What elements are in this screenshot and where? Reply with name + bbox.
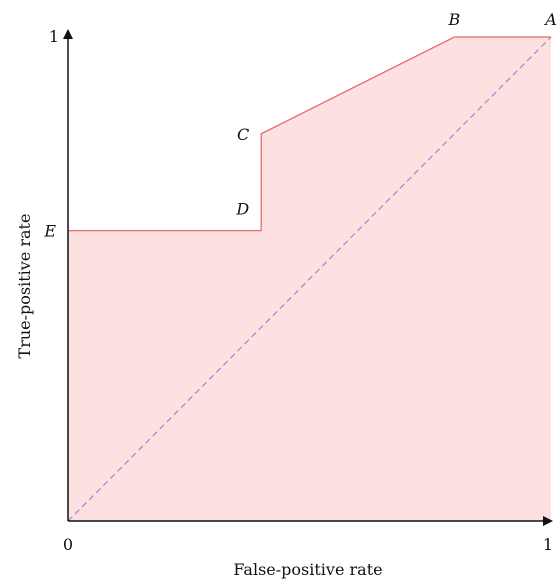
point-label-c: C (237, 125, 249, 144)
roc-curve-line (68, 36, 551, 232)
x-tick-0: 0 (63, 535, 73, 554)
diagonal-layer (67, 36, 552, 522)
x-axis-label: False-positive rate (233, 560, 382, 579)
point-label-e: E (43, 222, 56, 241)
diagonal-reference-line (67, 36, 552, 522)
label-layer: E D C B A (43, 10, 556, 241)
x-tick-1: 1 (543, 535, 553, 554)
curve-layer (68, 36, 551, 232)
point-label-a: A (543, 10, 557, 29)
point-label-d: D (235, 200, 249, 219)
point-label-b: B (448, 10, 461, 29)
y-tick-1: 1 (49, 27, 59, 46)
y-axis-label: True-positive rate (15, 214, 34, 359)
